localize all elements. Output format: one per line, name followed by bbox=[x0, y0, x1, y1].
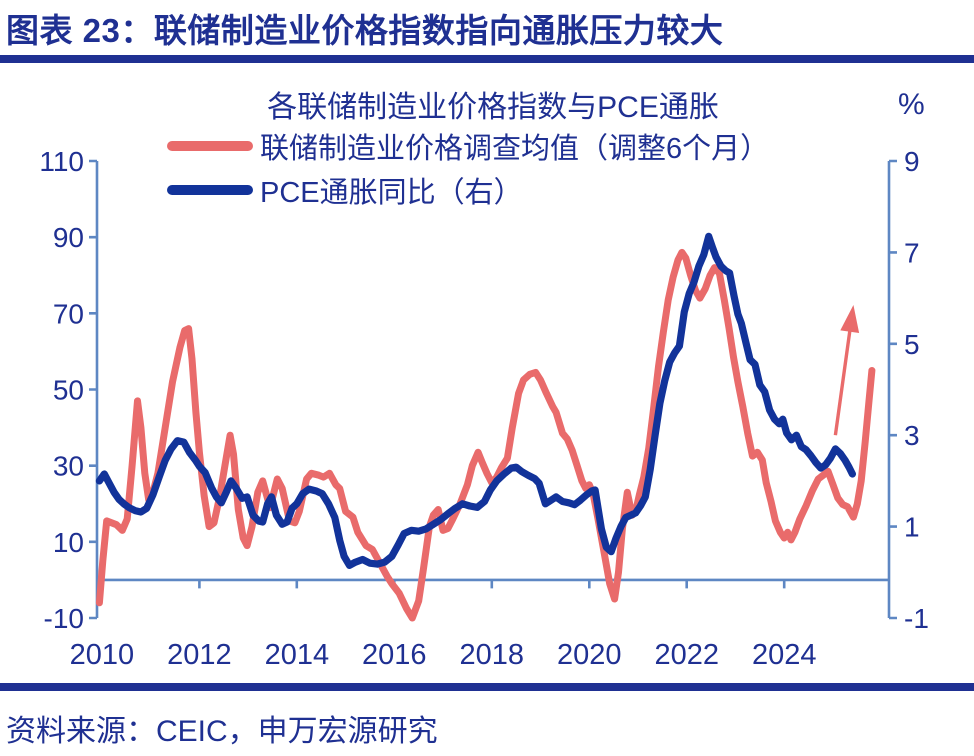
x-axis-year-label: 2018 bbox=[460, 639, 525, 671]
right-axis-tick-label: 1 bbox=[904, 512, 920, 543]
right-axis bbox=[887, 159, 897, 620]
legend-blue-line-swatch bbox=[167, 185, 253, 195]
left-axis-tick-label: 70 bbox=[53, 298, 84, 329]
right-axis-unit-label: % bbox=[898, 88, 925, 121]
legend-item-fed-price-survey: 联储制造业价格调查均值（调整6个月） bbox=[167, 129, 769, 165]
right-axis-tick-label: 3 bbox=[904, 420, 920, 451]
trend-up-arrow-shaft bbox=[833, 325, 853, 436]
left-axis-tick-label: 30 bbox=[53, 451, 84, 482]
right-axis-tick-label: 5 bbox=[904, 329, 920, 360]
left-axis-tick-label: 50 bbox=[53, 375, 84, 406]
legend-red-line-swatch bbox=[167, 141, 253, 151]
x-axis-year-label: 2016 bbox=[362, 639, 427, 671]
source-divider-rule bbox=[0, 683, 974, 691]
right-axis-tick-label: 9 bbox=[904, 146, 920, 177]
right-axis-tick-label: -1 bbox=[904, 603, 929, 634]
left-axis-tick-label: 10 bbox=[53, 527, 84, 558]
x-axis-year-label: 2024 bbox=[752, 639, 817, 671]
x-axis-zero-line bbox=[97, 578, 889, 589]
right-axis-tick-label: 7 bbox=[904, 237, 920, 268]
figure-title: 图表 23：联储制造业价格指数指向通胀压力较大 bbox=[6, 12, 724, 49]
left-axis bbox=[89, 159, 99, 620]
left-axis-tick-label: 90 bbox=[53, 222, 84, 253]
series-line-pce-inflation bbox=[95, 232, 857, 570]
left-axis-tick-label: -10 bbox=[44, 603, 84, 634]
trend-up-arrow-head bbox=[840, 304, 860, 334]
x-axis-year-label: 2010 bbox=[70, 639, 135, 671]
x-axis-year-label: 2020 bbox=[557, 639, 622, 671]
x-axis-year-label: 2022 bbox=[654, 639, 719, 671]
title-underline-rule bbox=[0, 55, 974, 63]
chart-title: 各联储制造业价格指数与PCE通胀 bbox=[267, 91, 719, 124]
series-line-fed-price-survey bbox=[95, 248, 876, 622]
legend-label: PCE通胀同比（右） bbox=[260, 177, 523, 209]
source-note: 资料来源：CEIC，申万宏源研究 bbox=[6, 715, 438, 748]
legend-label: 联储制造业价格调查均值（调整6个月） bbox=[260, 133, 770, 165]
x-axis-year-label: 2014 bbox=[265, 639, 330, 671]
x-axis-year-label: 2012 bbox=[167, 639, 232, 671]
left-axis-tick-label: 110 bbox=[39, 146, 84, 177]
legend-item-pce-inflation: PCE通胀同比（右） bbox=[167, 173, 523, 209]
